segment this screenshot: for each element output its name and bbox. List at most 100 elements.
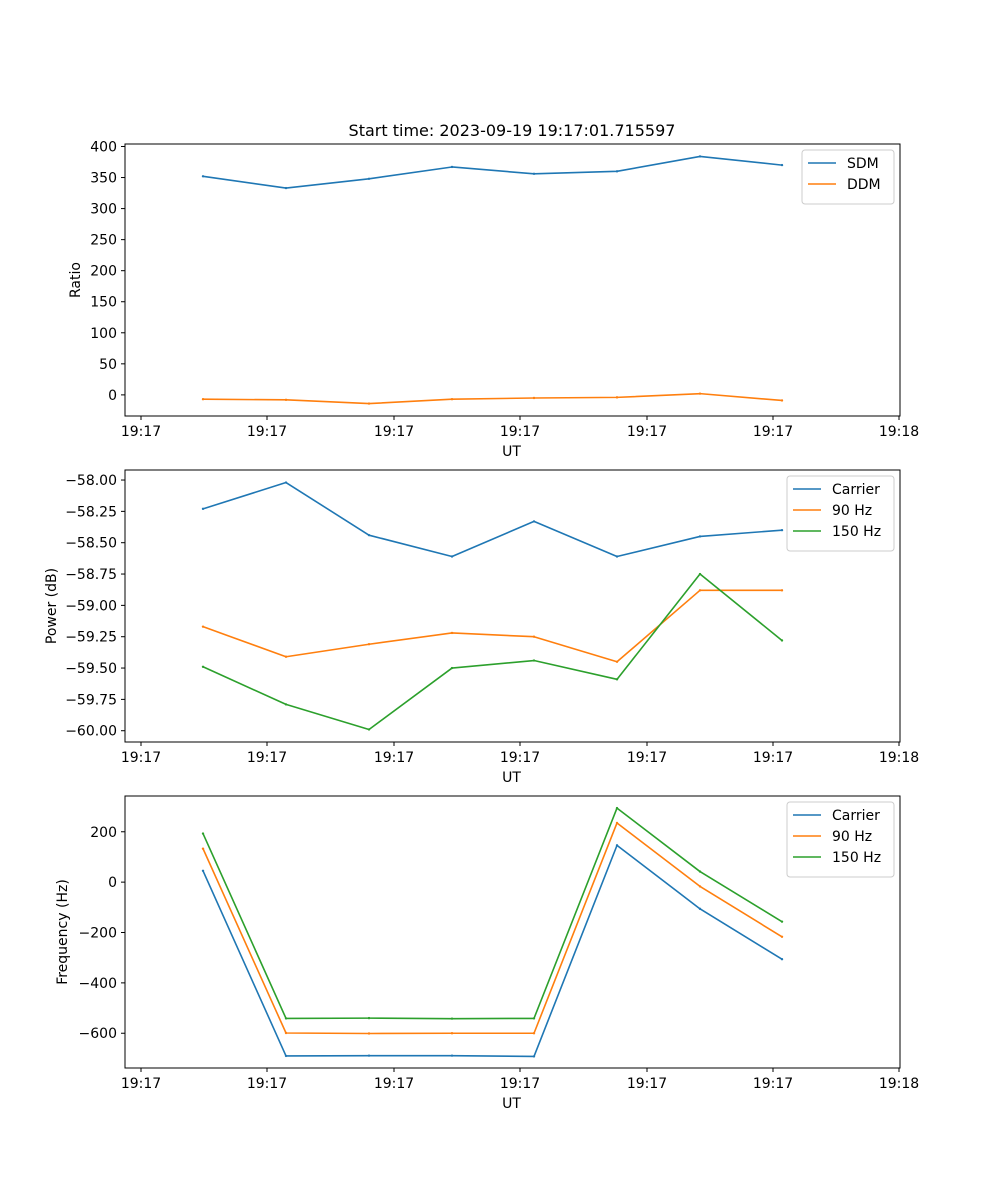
legend-label: SDM [847,156,879,172]
x-tick-label: 19:17 [121,1076,161,1092]
data-point [780,958,784,961]
y-tick-label: −60.00 [65,724,117,740]
series-line-ddm [202,392,783,405]
data-point [367,1016,371,1020]
data-point [201,847,205,850]
x-tick-label: 19:17 [753,424,793,440]
data-point [532,1017,536,1020]
data-point [698,870,702,873]
data-point [532,520,536,523]
data-point [532,396,536,400]
chart-panel-3: 19:17 19:17 19:17 19:17 19:17 19:17 19:18 UT −60… [55,795,919,1112]
x-tick-label: 19:17 [500,1076,540,1092]
data-point [532,635,536,638]
y-tick-label: 300 [90,202,117,218]
y-tick-label: −200 [79,926,117,942]
chart-panel-2: 19:17 19:17 19:17 19:17 19:17 19:17 19:18 UT −60… [44,469,919,786]
data-point [698,392,702,395]
legend-box [786,801,895,878]
y-tick-label: 350 [90,171,117,187]
y-tick-label: −58.50 [65,536,117,552]
x-tick-label: 19:17 [247,750,287,766]
series-line-150-hz [202,573,783,731]
series-line-carrier [202,844,783,1058]
legend-box [786,475,895,552]
data-point [450,1054,454,1057]
x-axis-label: UT [502,444,521,460]
data-point [367,1054,371,1057]
data-point [615,821,619,825]
data-point [450,398,454,401]
data-point [615,678,619,681]
y-tick-label: 200 [90,825,117,841]
x-tick-label: 19:17 [753,750,793,766]
data-point [780,935,784,938]
y-tick-label: −58.75 [65,567,117,583]
x-axis-label: UT [502,770,521,786]
x-tick-label: 19:17 [247,1076,287,1092]
data-point [532,1032,536,1035]
x-tick-label: 19:17 [374,424,414,440]
x-tick-label: 19:17 [247,424,287,440]
y-tick-label: −59.00 [65,598,117,614]
x-tick-label: 19:17 [500,750,540,766]
data-point [780,163,784,167]
y-tick-label: 0 [108,875,117,891]
y-tick-label: 100 [90,326,117,342]
data-point [615,555,619,558]
y-tick-label: −400 [79,976,117,992]
y-axis-label: Ratio [68,262,84,298]
x-tick-label: 19:17 [121,424,161,440]
data-point [284,655,288,658]
y-axis-label: Power (dB) [44,568,60,644]
data-point [201,625,205,628]
data-point [284,1054,288,1058]
legend-label: 90 Hz [832,503,872,519]
data-point [698,572,702,576]
data-point [532,1055,536,1058]
y-tick-label: 250 [90,233,117,249]
data-point [367,177,371,180]
plot-frame [124,143,901,417]
y-tick-label: 200 [90,264,117,280]
plot-frame [124,469,901,743]
data-point [284,398,288,402]
data-point [780,399,784,402]
y-tick-label: −59.50 [65,661,117,677]
y-tick-label: −59.75 [65,692,117,708]
data-point [201,507,205,511]
data-point [532,659,536,662]
x-tick-label: 19:17 [627,424,667,440]
legend-label: Carrier [832,808,880,824]
x-tick-label: 19:18 [879,1076,919,1092]
data-point [698,907,702,911]
chart-panel-1: 19:17 19:17 19:17 19:17 19:17 19:17 19:18 UT 0 50… [68,139,919,460]
data-point [201,869,205,872]
data-point [201,175,205,178]
chart-title: Start time: 2023-09-19 19:17:01.715597 [349,121,676,140]
legend-label: Carrier [832,482,880,498]
data-point [615,806,619,810]
data-point [780,528,784,532]
data-point [284,186,288,190]
x-axis-label: UT [502,1096,521,1112]
data-point [532,172,536,176]
legend: Carrier 90 Hz 150 Hz [786,801,895,878]
x-tick-label: 19:17 [627,1076,667,1092]
series-line-sdm [202,155,783,189]
data-point [450,555,454,558]
y-tick-label: 150 [90,295,117,311]
legend: SDM DDM [801,149,895,205]
legend-label: 150 Hz [832,850,881,866]
data-point [367,728,371,731]
data-point [698,589,702,592]
data-point [284,1031,288,1035]
data-point [450,666,454,670]
legend: Carrier 90 Hz 150 Hz [786,475,895,552]
series-line-150-hz [202,807,783,1020]
y-tick-label: −58.25 [65,504,117,520]
y-tick-label: −600 [79,1026,117,1042]
y-tick-label: −58.00 [65,473,117,489]
series-line-90-hz [202,822,783,1035]
x-tick-label: 19:17 [500,424,540,440]
